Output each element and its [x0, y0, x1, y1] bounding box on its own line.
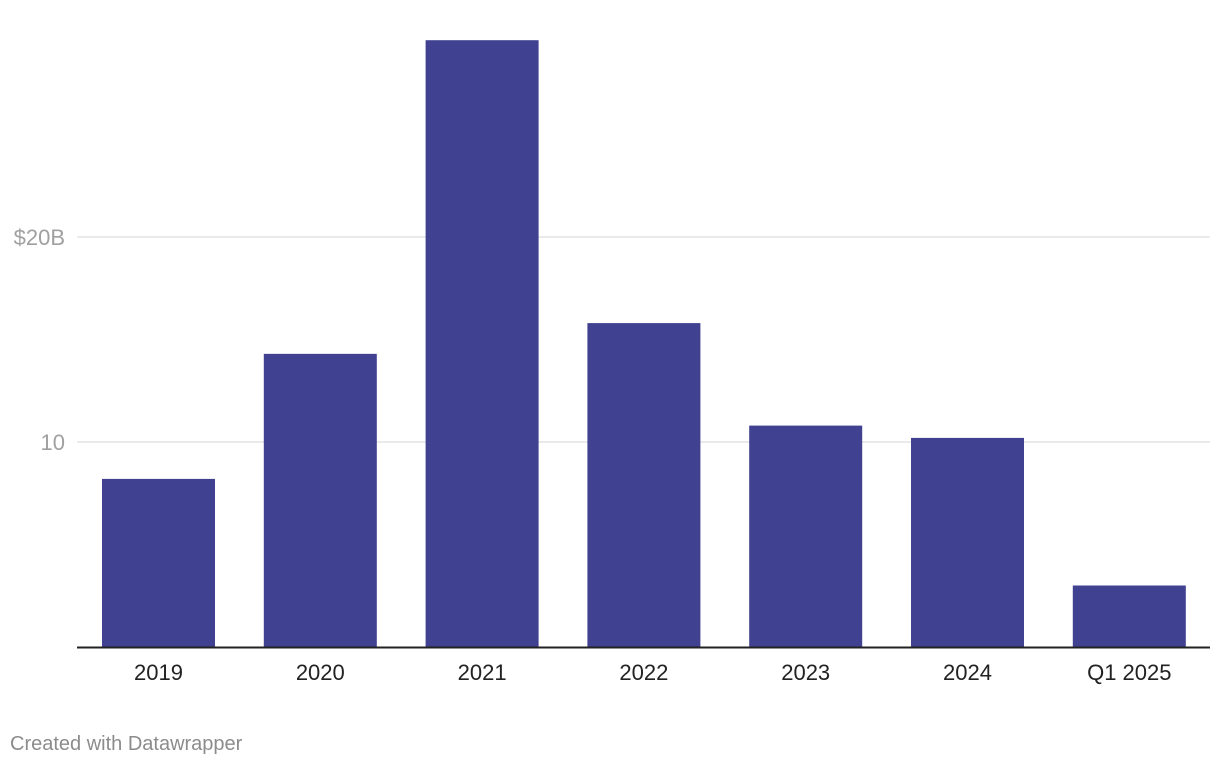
bar-2019: [102, 478, 215, 647]
credit-text: Created with Datawrapper: [10, 733, 243, 755]
x-tick-label: 2021: [458, 660, 507, 685]
x-tick-label: 2022: [619, 660, 668, 685]
x-tick-label: 2020: [296, 660, 345, 685]
bar-q1-2025: [1072, 585, 1186, 647]
x-tick-label: 2024: [943, 660, 992, 685]
bars: [102, 40, 1186, 647]
y-tick-label: $20B: [14, 225, 65, 250]
x-tick-label: 2023: [781, 660, 830, 685]
x-tick-labels: 2019 2020 2021 2022 2023 2024 Q1 2025: [134, 660, 1171, 685]
bar-2023: [749, 425, 863, 647]
y-tick-label: 10: [41, 430, 65, 455]
x-tick-label: Q1 2025: [1087, 660, 1171, 685]
bar-2022: [587, 323, 701, 647]
x-tick-label: 2019: [134, 660, 183, 685]
bar-2020: [263, 353, 377, 647]
bar-2024: [911, 437, 1024, 647]
bar-2021: [425, 40, 539, 647]
